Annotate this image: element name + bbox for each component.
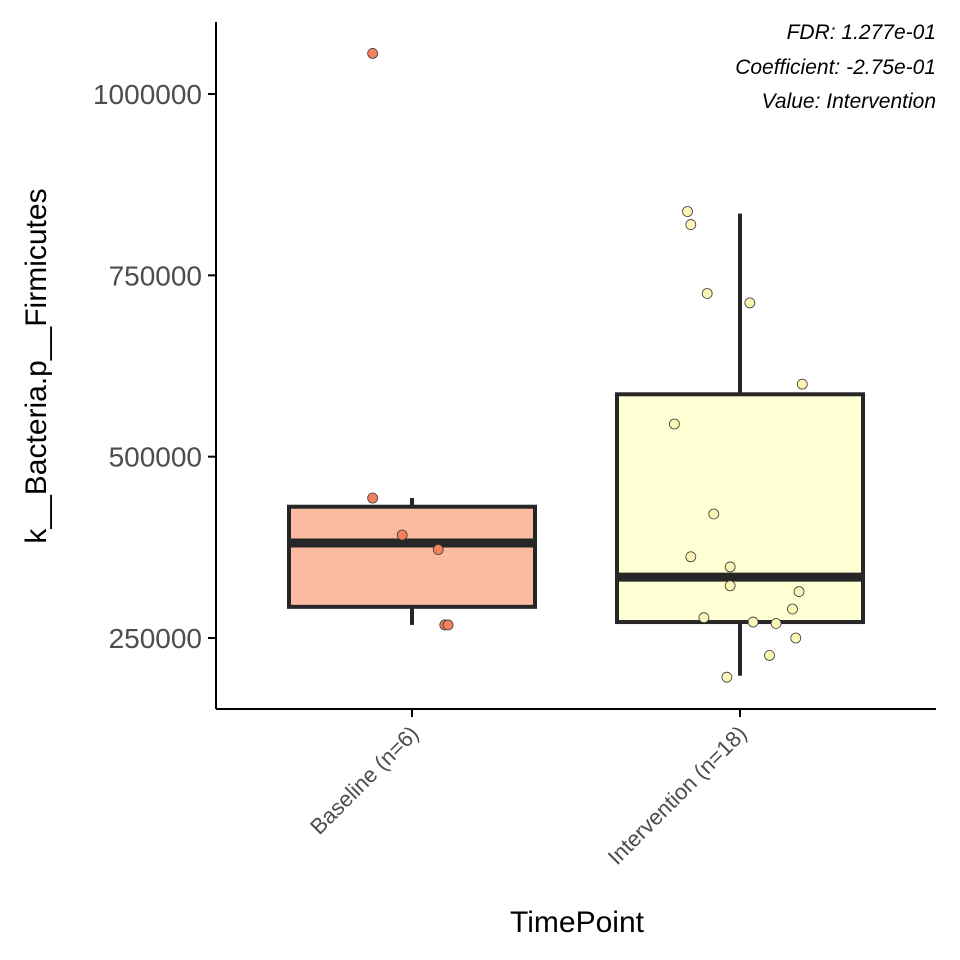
group-1-box xyxy=(287,504,537,609)
group-1-point xyxy=(442,619,454,631)
y-tick-label: 750000 xyxy=(109,260,202,291)
group-2-point xyxy=(698,612,710,624)
group-2-point xyxy=(724,580,736,592)
x-tick-label: Baseline (n=6) xyxy=(305,721,423,839)
group-2-point xyxy=(764,650,775,661)
group-1-point xyxy=(367,492,379,504)
group-2-point xyxy=(796,378,808,390)
group-2-point xyxy=(787,603,798,615)
y-axis-title: k__Bacteria.p__Firmicutes xyxy=(20,188,53,543)
axes xyxy=(215,22,936,710)
group-2-point xyxy=(708,508,720,520)
stats-annotations: FDR: 1.277e-01 Coefficient: -2.75e-01 Va… xyxy=(735,21,936,113)
group-2-point xyxy=(721,671,733,683)
y-tick-label: 250000 xyxy=(109,623,202,654)
group-2-box xyxy=(615,392,865,625)
group-2-point xyxy=(685,551,697,563)
y-ticks: 250000 500000 750000 1000000 xyxy=(93,79,216,654)
group-2-point xyxy=(790,632,802,644)
y-tick-label: 500000 xyxy=(109,442,202,473)
group-2-point xyxy=(770,618,782,629)
group-2-point xyxy=(682,206,693,217)
group-1-point xyxy=(432,544,444,555)
group-2-point xyxy=(685,219,697,230)
group-2-point xyxy=(669,418,680,430)
x-axis-title: TimePoint xyxy=(510,906,645,939)
group-1-point xyxy=(367,47,379,59)
box-layer xyxy=(287,213,865,676)
group-2-point xyxy=(793,586,805,597)
group-2-point xyxy=(747,616,759,628)
value-annotation: Value: Intervention xyxy=(762,90,936,113)
group-2-point xyxy=(701,288,713,299)
group-1-point xyxy=(396,529,408,541)
point-layer xyxy=(367,47,808,683)
group-2-point xyxy=(744,297,756,309)
x-tick-label: Intervention (n=18) xyxy=(603,721,752,870)
fdr-annotation: FDR: 1.277e-01 xyxy=(787,21,936,44)
x-ticks: Baseline (n=6) Intervention (n=18) xyxy=(305,709,752,870)
coefficient-annotation: Coefficient: -2.75e-01 xyxy=(735,56,936,79)
y-tick-label: 1000000 xyxy=(93,79,202,110)
group-2-point xyxy=(724,561,736,573)
